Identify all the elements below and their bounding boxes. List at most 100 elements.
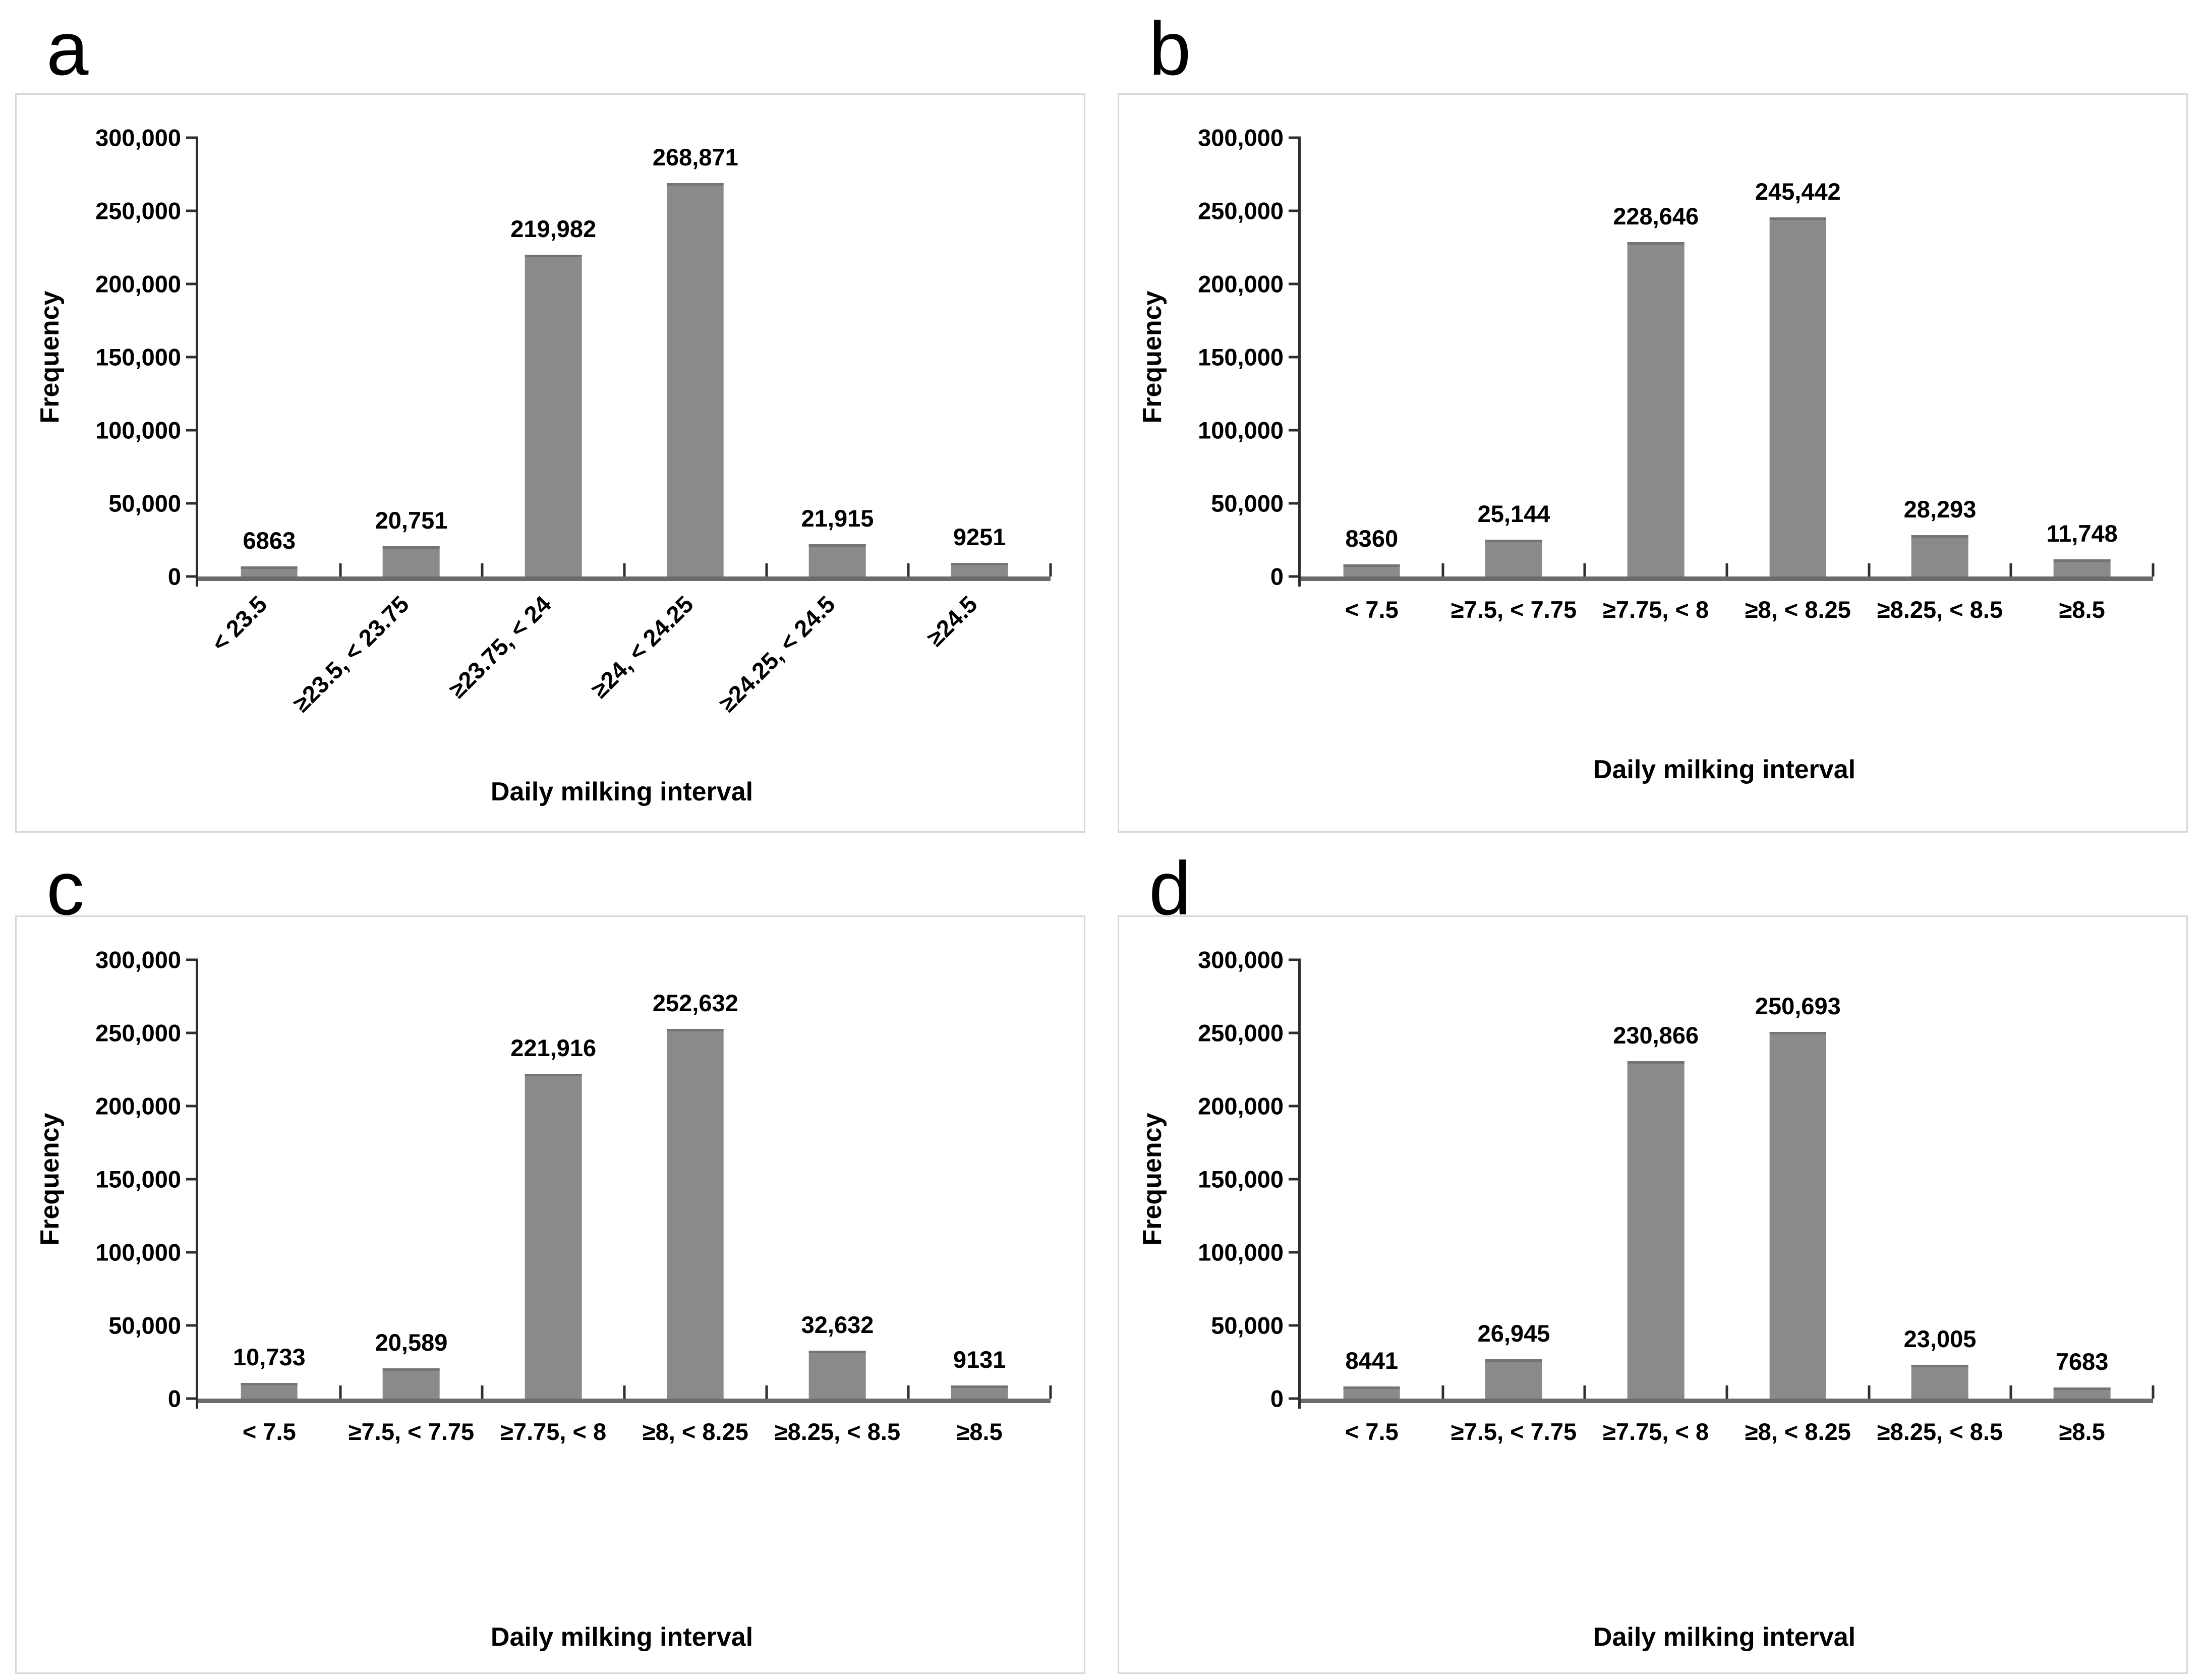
bar-slot: 20,589 ≥7.5, < 7.75 [340,960,483,1443]
x-category-label: ≥23.5, < 23.75 [287,590,414,717]
y-tick-label: 0 [1270,563,1284,590]
y-tick-label: 50,000 [1211,1312,1284,1339]
bar [1911,535,1968,576]
x-boundary-tick [481,1385,484,1399]
bar [667,183,724,576]
x-category-label: ≥8.5 [2059,596,2105,623]
x-boundary-tick [907,1385,910,1399]
plot-area: 300,000 250,000 200,000 150,000 100,000 50,00… [1198,948,2155,1444]
x-axis-title: Daily milking interval [1593,1623,1856,1652]
y-tick [186,429,198,432]
origin-tick [196,1399,198,1409]
bar-value-label: 8441 [1345,1347,1399,1374]
x-category-label: < 7.5 [242,1418,296,1445]
bar-slot: 11,748 ≥8.5 [2011,138,2153,621]
y-tick-label: 300,000 [95,946,181,973]
bar [1627,1061,1685,1399]
bar-slot: 221,916 ≥7.75, < 8 [482,960,624,1443]
y-axis-title: Frequency [1138,1113,1167,1246]
bar-slot: 7683 ≥8.5 [2011,960,2153,1443]
bar [1911,1365,1968,1399]
bar-value-label: 230,866 [1613,1021,1699,1049]
bar-value-label: 219,982 [510,215,597,243]
y-tick-label: 300,000 [1198,124,1284,151]
bar-slot: 230,866 ≥7.75, < 8 [1585,960,1727,1444]
x-boundary-tick [1868,563,1871,576]
y-tick [1289,429,1301,432]
y-tick [1289,1178,1301,1181]
x-boundary-tick [907,563,910,576]
y-tick-label: 100,000 [95,1239,181,1266]
bar [1627,242,1685,576]
chart-panel-d: d Frequency 300,000 250,000 200,000 150,000… [1102,840,2205,1680]
y-tick-label: 250,000 [95,197,181,224]
x-boundary-tick [481,563,484,576]
y-tick [1289,575,1301,578]
x-category-label: < 23.5 [206,590,272,657]
x-category-label: ≥8.5 [956,1418,1003,1445]
bar-slot: 250,693 ≥8, < 8.25 [1727,960,1869,1443]
y-tick-label: 100,000 [1198,417,1284,444]
bar-slot: 32,632 ≥8.25, < 8.5 [767,960,909,1443]
bar [667,1029,724,1399]
y-tick-label: 100,000 [95,417,181,444]
y-tick [1289,1251,1301,1254]
bar-slot: 6863 < 23.5 [198,138,340,657]
bar [1769,217,1827,576]
y-tick-label: 100,000 [1198,1239,1284,1266]
bar-value-label: 21,915 [801,505,874,532]
bar [1343,564,1401,576]
bar-value-label: 6863 [243,527,296,554]
y-tick-label: 50,000 [1211,490,1284,517]
bar-value-label: 23,005 [1903,1325,1977,1353]
bar-slot: 8360 < 7.5 [1301,138,1443,621]
bar-slot: 26,945 ≥7.5, < 7.75 [1443,960,1585,1443]
x-category-label: ≥8, < 8.25 [1745,1418,1851,1445]
y-tick-label: 150,000 [95,1166,181,1193]
y-tick [186,502,198,505]
y-tick [1289,136,1301,139]
x-category-label: ≥8, < 8.25 [1745,596,1851,623]
bar [1485,540,1542,576]
y-tick-label: 0 [1270,1385,1284,1412]
x-boundary-tick [2152,1385,2155,1399]
bar-value-label: 20,589 [375,1329,448,1356]
x-axis-title: Daily milking interval [490,1623,753,1652]
y-tick [1289,1105,1301,1108]
x-boundary-tick [2152,563,2155,576]
x-boundary-tick [1583,563,1586,576]
bar-value-label: 10,733 [233,1343,306,1370]
x-category-label: < 7.5 [1345,596,1399,623]
y-tick-label: 250,000 [1198,197,1284,224]
x-boundary-tick [1441,1385,1444,1399]
x-boundary-tick [1583,1385,1586,1399]
x-category-label: ≥8.25, < 8.5 [1877,1418,2003,1445]
x-boundary-tick [1725,563,1728,576]
x-axis-title: Daily milking interval [490,777,753,806]
x-boundary-tick [1868,1385,1871,1399]
bar-value-label: 20,751 [375,506,448,534]
x-boundary-tick [1725,1385,1728,1399]
y-axis-title: Frequency [35,291,65,424]
panel-box: Frequency 300,000 250,000 200,000 150,000 10… [15,915,1085,1674]
bar-value-label: 32,632 [801,1311,874,1339]
y-tick-label: 200,000 [95,270,181,298]
bar [951,1385,1008,1399]
x-category-label: ≥23.75, < 24 [443,590,556,703]
bar-value-label: 25,144 [1477,500,1550,528]
bar-value-label: 28,293 [1903,495,1977,523]
x-category-label: ≥24, < 24.25 [586,590,699,703]
bar [809,1351,866,1399]
bar [241,566,298,576]
y-tick-label: 0 [167,563,181,590]
x-boundary-tick [1049,1385,1052,1399]
x-boundary-tick [623,1385,626,1399]
y-tick [186,282,198,285]
x-category-label: ≥7.75, < 8 [500,1418,607,1445]
y-tick [186,1251,198,1254]
y-tick-label: 200,000 [1198,1092,1284,1120]
chart-panel-a: a Frequency 300,000 250,000 200,000 150,000… [0,0,1102,840]
x-category-label: ≥7.5, < 7.75 [1450,1418,1577,1445]
bar [951,563,1008,576]
